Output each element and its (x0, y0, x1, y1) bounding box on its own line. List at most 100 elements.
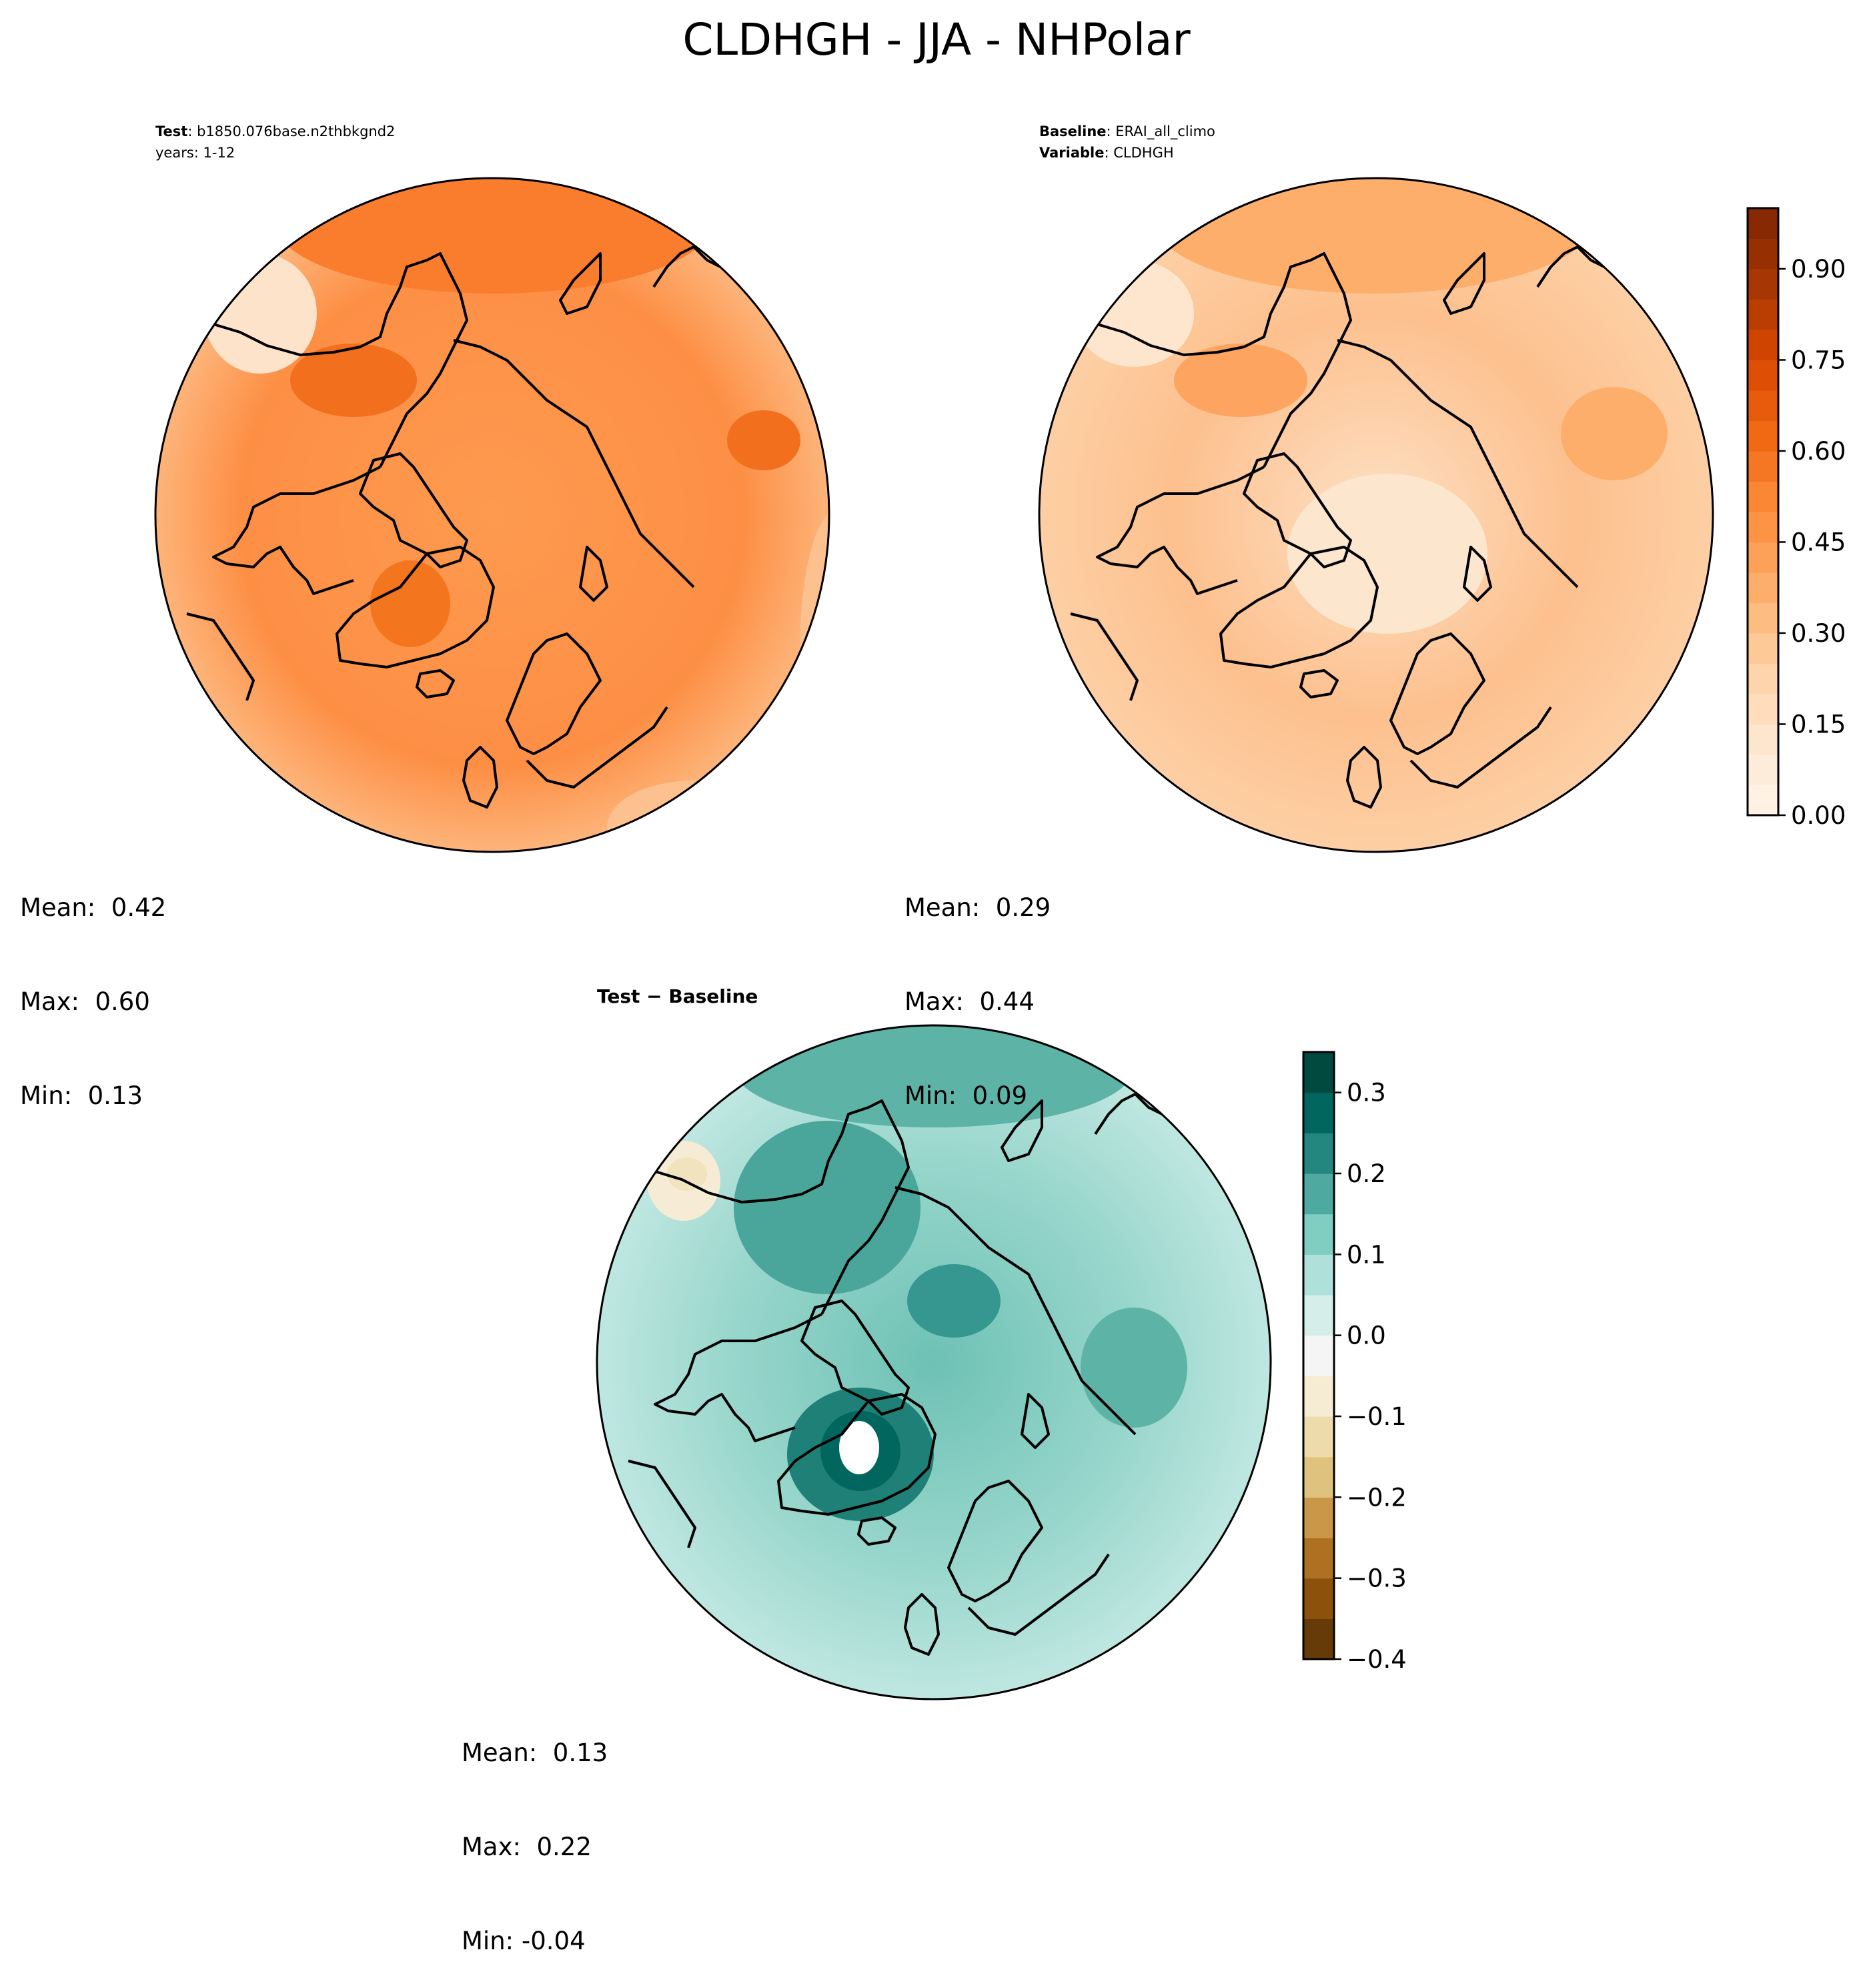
panel-baseline-coastlines (1070, 245, 1605, 809)
colorbar-diverging-tick-label: 0.3 (1347, 1079, 1386, 1107)
colorbar-sequential-segment (1748, 542, 1778, 573)
colorbar-sequential-segment (1748, 451, 1778, 482)
panel-baseline-variable-value: CLDHGH (1113, 145, 1173, 161)
panel-test-label-sep: : (187, 123, 197, 139)
stats-baseline-mean: Mean: 0.29 (904, 893, 1051, 922)
panel-diff-neg-tip (667, 1157, 707, 1191)
panel-test-label: Test: b1850.076base.n2thbkgnd2 (155, 123, 395, 139)
panel-test-high-greenland (370, 560, 450, 647)
stats-baseline-min: Min: 0.09 (904, 1081, 1028, 1110)
panel-baseline-map (1039, 178, 1713, 852)
panel-diff-coast-labrador (628, 1460, 696, 1548)
panel-baseline-variable-bold: Variable (1039, 145, 1104, 161)
panel-diff-coast-hudson (654, 1313, 822, 1442)
stats-diff-mean: Mean: 0.13 (462, 1738, 608, 1767)
panel-test-coast-siberia (453, 339, 695, 588)
colorbar-diverging-segment (1303, 1497, 1334, 1538)
colorbar-sequential-segment (1748, 602, 1778, 634)
panel-baseline-coast-hudson (1096, 466, 1265, 595)
panel-baseline-label-bold: Baseline (1039, 123, 1107, 139)
panel-test-high-pacific (273, 178, 714, 294)
stats-baseline: Mean: 0.29 Max: 0.44 Min: 0.09 (904, 829, 1051, 1143)
panel-diff-high-east (1081, 1308, 1187, 1428)
colorbar-sequential-tick-label: 0.00 (1791, 801, 1846, 830)
colorbar-sequential-segment (1748, 208, 1778, 239)
panel-test-coast-alaska (213, 252, 468, 468)
colorbar-diverging-segment (1303, 1578, 1334, 1619)
panel-baseline-low-bering (1074, 260, 1194, 367)
colorbar-diverging-segment (1303, 1052, 1334, 1093)
colorbar-sequential-segment (1748, 785, 1778, 816)
panel-baseline-coast-uk (1346, 746, 1382, 809)
panel-diff-coastlines (628, 1093, 1163, 1656)
panel-baseline: Baseline: ERAI_all_climo Variable: CLDHG… (1038, 123, 1714, 853)
panel-test-coast-labrador (186, 612, 255, 701)
panel-test-years: years: 1-12 (155, 145, 235, 161)
panel-test-low-south (607, 781, 780, 852)
colorbar-diverging-segment (1303, 1173, 1334, 1215)
panel-test-high-canada (290, 344, 417, 417)
figure-title: CLDHGH - JJA - NHPolar (682, 14, 1191, 65)
panel-baseline-label-sep: : (1107, 123, 1116, 139)
panel-diff-high-arctic (907, 1264, 1001, 1338)
colorbar-diverging-segment (1303, 1335, 1334, 1376)
panel-diff-border (596, 1024, 1272, 1700)
stats-diff-max: Max: 0.22 (462, 1833, 592, 1861)
panel-test-high-siberia (727, 410, 800, 470)
colorbar-sequential-segment (1748, 269, 1778, 300)
colorbar-diverging-tick-label: −0.2 (1347, 1483, 1407, 1512)
colorbar-sequential-segment (1748, 420, 1778, 452)
colorbar-sequential-frame (1746, 207, 1780, 817)
panel-test: Test: b1850.076base.n2thbkgnd2 years: 1-… (154, 123, 830, 853)
panel-baseline-border (1038, 177, 1714, 853)
colorbar-diverging-segment (1303, 1456, 1334, 1498)
panel-test-field (155, 178, 829, 852)
colorbar-sequential-tick-label: 0.30 (1791, 619, 1846, 648)
panel-baseline-coast-siberia (1337, 339, 1579, 588)
panel-test-low-east (800, 507, 829, 774)
panel-baseline-label-value: ERAI_all_climo (1115, 123, 1215, 140)
colorbar-sequential-segment (1748, 481, 1778, 512)
panel-diff-coast-alaska (654, 1099, 910, 1315)
panel-test-coast-hudson (212, 466, 381, 595)
panel-baseline-coast-kamchatka (1443, 252, 1485, 315)
colorbar-diverging-segment (1303, 1295, 1334, 1336)
panel-test-coast-iceland (416, 669, 455, 698)
colorbar-diverging-segment (1303, 1618, 1334, 1660)
colorbar-diverging-tick-label: 0.2 (1347, 1159, 1386, 1188)
panel-diff-greenland-hole (839, 1421, 879, 1474)
panel-baseline-coast-alaska (1097, 252, 1352, 468)
panel-test-coastlines (186, 245, 721, 809)
panel-baseline-label: Baseline: ERAI_all_climo (1039, 123, 1215, 140)
panel-diff-coast-europe (967, 1553, 1110, 1636)
panel-baseline-high-east (1561, 387, 1668, 480)
colorbar-diverging-segment (1303, 1416, 1334, 1458)
figure: CLDHGH - JJA - NHPolar Test: b1850.076ba… (154, 14, 1846, 1700)
stats-test-min: Min: 0.13 (20, 1081, 143, 1110)
colorbar-diverging-tick-label: −0.1 (1347, 1402, 1407, 1431)
panel-baseline-coast-labrador (1070, 612, 1139, 701)
panel-baseline-coast-archipelago (1243, 452, 1352, 568)
panel-test-coast-archipelago (359, 452, 468, 568)
panel-diff-label: Test − Baseline (597, 985, 758, 1007)
panel-test-coast-uk (462, 746, 498, 809)
panel-baseline-low-center (1287, 474, 1487, 634)
colorbar-diverging-segment (1303, 1376, 1334, 1417)
panel-baseline-high-pacific (1154, 178, 1594, 294)
panel-test-coast-novaya (579, 546, 608, 602)
stats-diff-min: Min: -0.04 (462, 1927, 586, 1955)
panel-diff-coast-uk (904, 1593, 940, 1656)
panel-diff-coast-novaya (1021, 1393, 1050, 1449)
panel-diff-coast-okhotsk (1094, 1093, 1163, 1135)
panel-diff-coast-archipelago (800, 1300, 910, 1416)
panel-baseline-coast-europe (1409, 706, 1552, 789)
colorbar-sequential-tick-label: 0.90 (1791, 255, 1846, 284)
colorbar-sequential-tick-label: 0.60 (1791, 437, 1846, 466)
panel-test-coast-scandinavia (506, 632, 602, 755)
colorbar-sequential-segment (1748, 755, 1778, 786)
colorbar-sequential-segment (1748, 663, 1778, 694)
panel-test-map (155, 178, 829, 852)
stats-test-mean: Mean: 0.42 (20, 893, 167, 922)
panel-baseline-variable-sep: : (1104, 145, 1113, 161)
colorbar-sequential-tick-label: 0.15 (1791, 710, 1846, 739)
